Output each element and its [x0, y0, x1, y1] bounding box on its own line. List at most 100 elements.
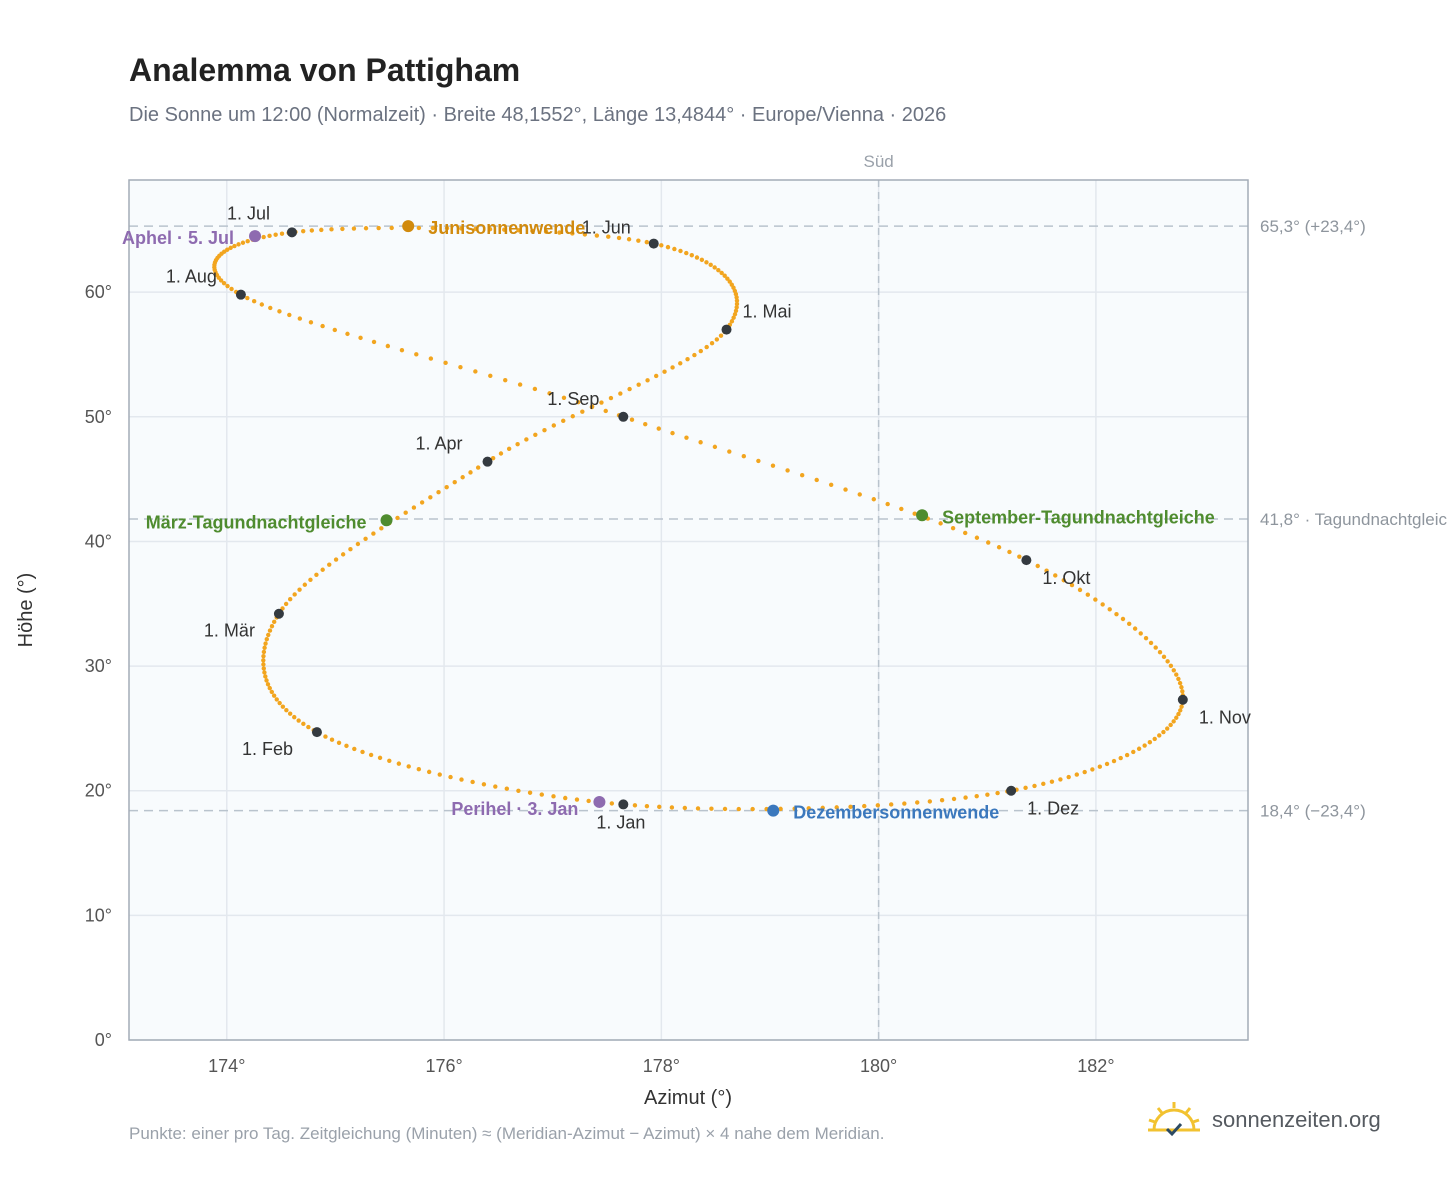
y-tick-label: 50° [85, 407, 112, 427]
daily-sun-position-dot [532, 386, 538, 392]
daily-sun-position-dot [1178, 708, 1183, 713]
daily-sun-position-dot [709, 341, 715, 346]
daily-sun-position-dot [618, 391, 623, 396]
daily-sun-position-dot [533, 432, 538, 437]
daily-sun-position-dot [503, 377, 508, 383]
daily-sun-position-dot [1179, 685, 1184, 690]
daily-sun-position-dot [662, 369, 667, 374]
daily-sun-position-dot [395, 515, 400, 521]
daily-sun-position-dot [320, 567, 325, 572]
daily-sun-position-dot [236, 242, 241, 247]
daily-sun-position-dot [444, 225, 450, 231]
daily-sun-position-dot [1153, 645, 1158, 650]
daily-sun-position-dot [1180, 689, 1185, 694]
daily-sun-position-dot [277, 700, 282, 706]
month-marker-dot [286, 227, 297, 238]
daily-sun-position-dot [806, 806, 811, 811]
daily-sun-position-dot [283, 601, 289, 607]
daily-sun-position-dot [419, 500, 425, 505]
daily-sun-position-dot [470, 779, 475, 785]
month-marker-label: 1. Jun [582, 218, 631, 238]
daily-sun-position-dot [473, 226, 478, 231]
plot-frame [128, 179, 1249, 1041]
daily-sun-position-dot [1174, 672, 1179, 677]
daily-sun-position-dot [974, 793, 979, 799]
daily-sun-position-dot [653, 373, 659, 379]
daily-sun-position-dot [689, 253, 694, 258]
daily-sun-position-dot [345, 331, 350, 337]
daily-sun-position-dot [606, 234, 611, 239]
month-marker-label: 1. Jul [227, 203, 270, 223]
daily-sun-position-dot [301, 721, 306, 727]
daily-sun-position-dot [938, 521, 943, 526]
special-point-dot [380, 514, 393, 527]
daily-sun-position-dot [1174, 715, 1179, 720]
brand-link[interactable]: sonnenzeiten.org [1146, 1100, 1381, 1140]
daily-sun-position-dot [594, 233, 600, 238]
daily-sun-position-dot [399, 347, 405, 353]
daily-sun-position-dot [678, 361, 683, 366]
daily-sun-position-dot [261, 653, 266, 659]
daily-sun-position-dot [1148, 640, 1154, 646]
daily-sun-position-dot [1074, 772, 1080, 777]
daily-sun-position-dot [332, 327, 338, 333]
daily-sun-position-dot [834, 805, 839, 810]
daily-sun-position-dot [1147, 740, 1153, 745]
daily-sun-position-dot [695, 806, 701, 811]
daily-sun-position-dot [543, 229, 549, 234]
daily-sun-position-dot [1152, 736, 1157, 742]
daily-sun-position-dot [712, 265, 717, 270]
month-marker-dot [721, 324, 732, 335]
daily-sun-position-dot [428, 495, 433, 500]
daily-sun-position-dot [319, 227, 324, 233]
special-point-label: März-Tagundnachtgleiche [146, 512, 367, 532]
daily-sun-position-dot [575, 399, 581, 405]
month-marker-label: 1. Okt [1042, 568, 1090, 588]
daily-sun-position-dot [1132, 626, 1138, 631]
daily-sun-position-dot [452, 479, 457, 485]
daily-sun-position-dot [1111, 758, 1117, 764]
chart-subtitle: Die Sonne um 12:00 (Normalzeit) · Breite… [129, 104, 947, 126]
special-point-label: Dezembersonnenwende [793, 803, 999, 823]
daily-sun-position-dot [1171, 668, 1176, 673]
daily-sun-position-dot [264, 678, 269, 683]
daily-sun-position-dot [692, 352, 697, 358]
daily-sun-position-dot [889, 802, 894, 807]
daily-sun-position-dot [1085, 592, 1091, 597]
daily-sun-position-dot [459, 777, 464, 782]
daily-sun-position-dot [722, 806, 728, 812]
daily-sun-position-dot [785, 468, 790, 473]
daily-sun-position-dot [490, 455, 496, 461]
daily-sun-position-dot [1176, 676, 1181, 682]
daily-sun-position-dot [428, 356, 434, 361]
daily-sun-position-dot [704, 260, 709, 265]
daily-sun-position-dot [344, 743, 349, 749]
daily-sun-position-dot [627, 386, 632, 392]
daily-sun-position-dot [389, 225, 394, 231]
daily-sun-position-dot [792, 806, 797, 811]
daily-sun-position-dot [685, 356, 690, 362]
y-tick-label: 30° [85, 656, 112, 676]
daily-sun-position-dot [403, 510, 408, 515]
daily-sun-position-dot [820, 805, 825, 811]
daily-sun-position-dot [1118, 755, 1123, 761]
daily-sun-position-dot [498, 451, 504, 456]
daily-sun-position-dot [985, 792, 990, 797]
daily-sun-position-dot [799, 472, 805, 478]
daily-sun-position-dot [561, 418, 566, 424]
daily-sun-position-dot [732, 312, 738, 317]
daily-sun-position-dot [371, 339, 377, 345]
sun-logo-icon [1148, 1102, 1200, 1137]
month-marker-label: 1. Mär [204, 621, 255, 641]
daily-sun-position-dot [963, 530, 968, 536]
daily-sun-position-dot [995, 790, 1000, 796]
daily-sun-position-dot [963, 795, 968, 800]
month-marker-dot [648, 238, 659, 249]
daily-sun-position-dot [986, 540, 991, 545]
daily-sun-position-dot [729, 319, 735, 324]
daily-sun-position-dot [263, 674, 268, 679]
daily-sun-position-dot [340, 226, 345, 232]
daily-sun-position-dot [1120, 616, 1126, 622]
month-marker-dot [235, 289, 246, 300]
daily-sun-position-dot [279, 231, 285, 236]
